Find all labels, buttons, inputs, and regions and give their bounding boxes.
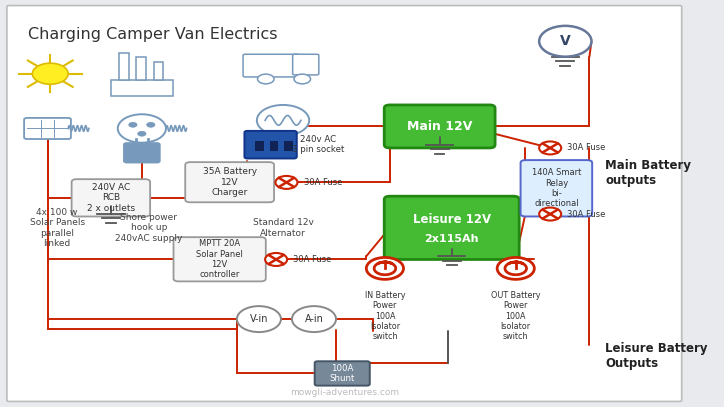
Circle shape xyxy=(366,258,403,279)
Bar xyxy=(153,61,163,80)
FancyBboxPatch shape xyxy=(7,6,682,401)
Text: 30A Fuse: 30A Fuse xyxy=(303,178,342,187)
Bar xyxy=(136,57,146,80)
FancyBboxPatch shape xyxy=(384,105,495,148)
FancyBboxPatch shape xyxy=(245,131,297,158)
Circle shape xyxy=(539,26,592,57)
Text: V-in: V-in xyxy=(250,314,268,324)
Text: 30A Fuse: 30A Fuse xyxy=(568,210,606,219)
Text: 35A Battery
12V
Charger: 35A Battery 12V Charger xyxy=(203,167,257,197)
Text: 240V AC
RCB
2 x outlets: 240V AC RCB 2 x outlets xyxy=(87,183,135,213)
Bar xyxy=(256,141,264,151)
Circle shape xyxy=(292,306,336,332)
Circle shape xyxy=(147,123,155,127)
Bar xyxy=(270,141,278,151)
Circle shape xyxy=(258,74,274,84)
FancyBboxPatch shape xyxy=(315,361,370,385)
Text: MPTT 20A
Solar Panel
12V
controller: MPTT 20A Solar Panel 12V controller xyxy=(196,239,243,279)
Circle shape xyxy=(257,105,309,136)
Bar xyxy=(111,80,173,96)
FancyBboxPatch shape xyxy=(24,118,71,139)
Text: Charging Camper Van Electrics: Charging Camper Van Electrics xyxy=(28,27,278,42)
Text: 140A Smart
Relay
bi-
directional: 140A Smart Relay bi- directional xyxy=(531,168,581,208)
Bar xyxy=(119,53,129,80)
Text: 30A Fuse: 30A Fuse xyxy=(568,143,606,153)
Text: Main Battery
outputs: Main Battery outputs xyxy=(605,159,691,187)
Circle shape xyxy=(129,123,137,127)
Text: Shore power
hook up
240vAC supply: Shore power hook up 240vAC supply xyxy=(115,213,182,243)
FancyBboxPatch shape xyxy=(384,196,519,260)
Circle shape xyxy=(539,208,561,221)
Text: Main 12V: Main 12V xyxy=(407,120,472,133)
Circle shape xyxy=(33,63,68,84)
Circle shape xyxy=(539,142,561,154)
FancyBboxPatch shape xyxy=(72,179,150,217)
FancyBboxPatch shape xyxy=(185,162,274,202)
Text: IN Battery
Power
100A
Isolator
switch: IN Battery Power 100A Isolator switch xyxy=(365,291,405,341)
Circle shape xyxy=(497,258,534,279)
FancyBboxPatch shape xyxy=(124,143,160,162)
Circle shape xyxy=(265,253,287,266)
Text: 240v AC
3 pin socket: 240v AC 3 pin socket xyxy=(292,135,345,154)
Circle shape xyxy=(138,131,146,136)
Text: OUT Battery
Power
100A
Isolator
switch: OUT Battery Power 100A Isolator switch xyxy=(491,291,541,341)
FancyBboxPatch shape xyxy=(174,237,266,281)
Text: Standard 12v
Alternator: Standard 12v Alternator xyxy=(253,218,313,238)
Text: Leisure Battery
Outputs: Leisure Battery Outputs xyxy=(605,341,708,370)
Circle shape xyxy=(118,114,166,143)
Text: 30A Fuse: 30A Fuse xyxy=(293,255,332,264)
Text: 100A
Shunt: 100A Shunt xyxy=(329,364,355,383)
Circle shape xyxy=(294,74,311,84)
Text: 2x115Ah: 2x115Ah xyxy=(424,234,479,244)
Text: A-in: A-in xyxy=(305,314,324,324)
Bar xyxy=(285,141,292,151)
FancyBboxPatch shape xyxy=(292,54,319,75)
FancyBboxPatch shape xyxy=(243,54,299,77)
Circle shape xyxy=(275,176,298,189)
Text: V: V xyxy=(560,34,571,48)
Text: 4x 100 w
Solar Panels
parallel
linked: 4x 100 w Solar Panels parallel linked xyxy=(30,208,85,248)
FancyBboxPatch shape xyxy=(521,160,592,217)
Circle shape xyxy=(237,306,281,332)
Text: Leisure 12V: Leisure 12V xyxy=(413,213,491,226)
Text: mowgli-adventures.com: mowgli-adventures.com xyxy=(290,387,400,396)
